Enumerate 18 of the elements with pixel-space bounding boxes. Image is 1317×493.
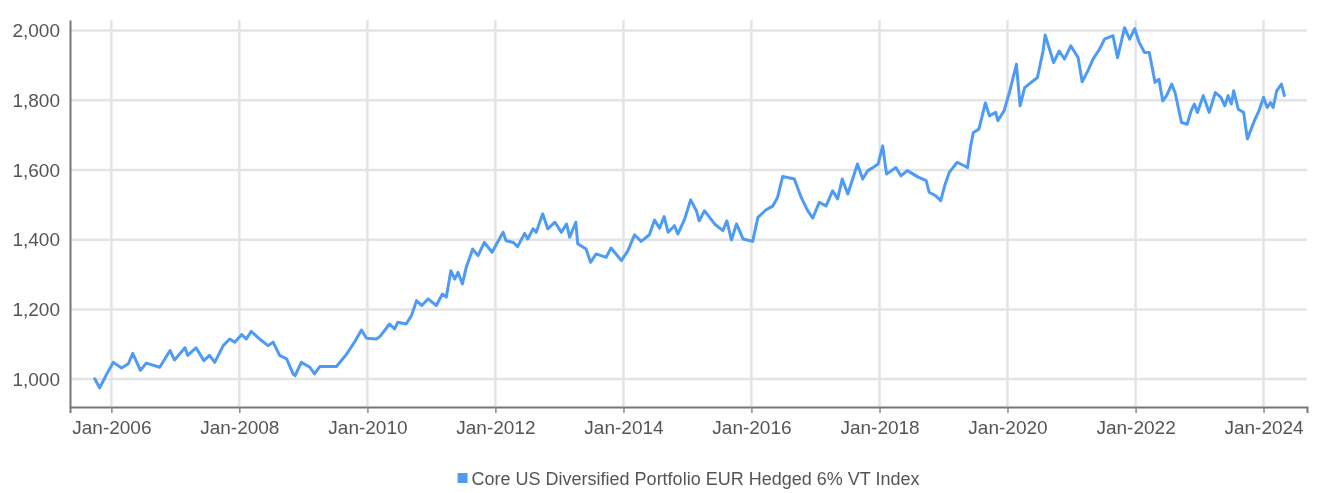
x-tick-label: Jan-2024 [1224,417,1305,439]
y-tick-label: 1,600 [12,159,60,181]
y-tick-label: 1,400 [12,229,60,251]
x-tick-label: Jan-2008 [200,417,280,439]
y-tick-label: 2,000 [12,20,60,42]
x-tick-label: Jan-2022 [1096,417,1176,439]
x-tick-label: Jan-2010 [328,417,408,439]
y-tick-label: 1,000 [12,368,60,390]
line-series [93,26,1286,390]
x-tick-label: Jan-2006 [72,417,152,439]
x-tick-label: Jan-2012 [456,417,536,439]
x-tick-label: Jan-2020 [968,417,1048,439]
x-tick-label: Jan-2014 [584,417,665,439]
x-tick-label: Jan-2018 [840,417,920,439]
y-tick-label: 1,800 [12,89,60,111]
x-tick-label: Jan-2016 [712,417,792,439]
y-tick-label: 1,200 [12,298,60,320]
legend-label: Core US Diversified Portfolio EUR Hedged 6% VT Index [471,469,920,490]
